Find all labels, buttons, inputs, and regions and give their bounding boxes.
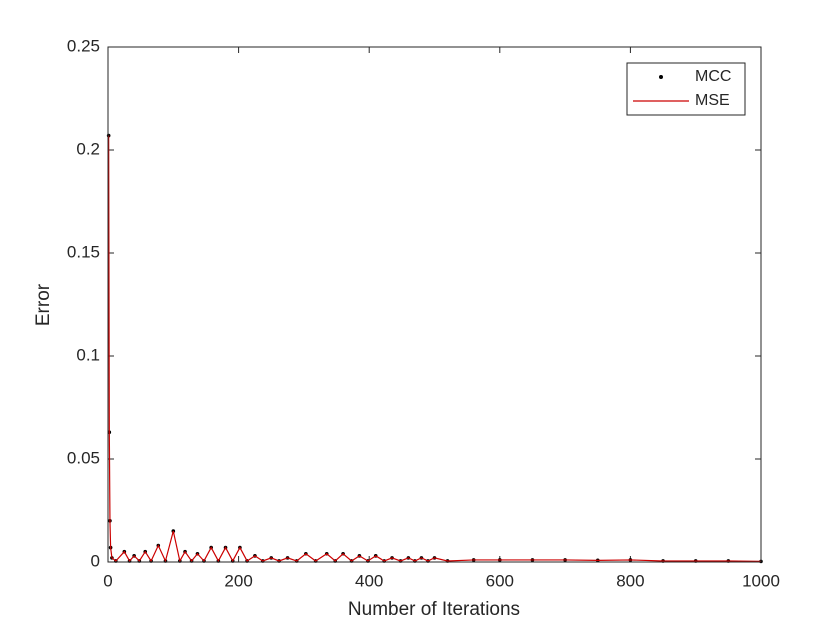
y-tick-label: 0.2: [76, 139, 100, 158]
x-tick-label: 1000: [742, 571, 780, 590]
legend-box: [626, 62, 746, 116]
y-tick-label: 0.05: [67, 448, 100, 467]
y-tick-label: 0: [91, 551, 100, 570]
x-tick-label: 800: [616, 571, 644, 590]
y-tick-label: 0.25: [67, 36, 100, 55]
y-tick-label: 0.15: [67, 242, 100, 261]
series-line: [108, 135, 762, 563]
legend-label: MSE: [695, 92, 730, 109]
axes-box: [107, 46, 762, 563]
x-tick-label: 400: [355, 571, 383, 590]
x-tick-label: 600: [486, 571, 514, 590]
x-axis-label: Number of Iterations: [348, 599, 520, 620]
y-axis-label: Error: [33, 283, 54, 326]
legend-dot: [659, 75, 663, 79]
legend-label: MCC: [695, 68, 731, 85]
y-tick-label: 0.1: [76, 345, 100, 364]
plot-area: [108, 47, 761, 562]
x-tick-label: 200: [224, 571, 252, 590]
x-tick-label: 0: [103, 571, 112, 590]
